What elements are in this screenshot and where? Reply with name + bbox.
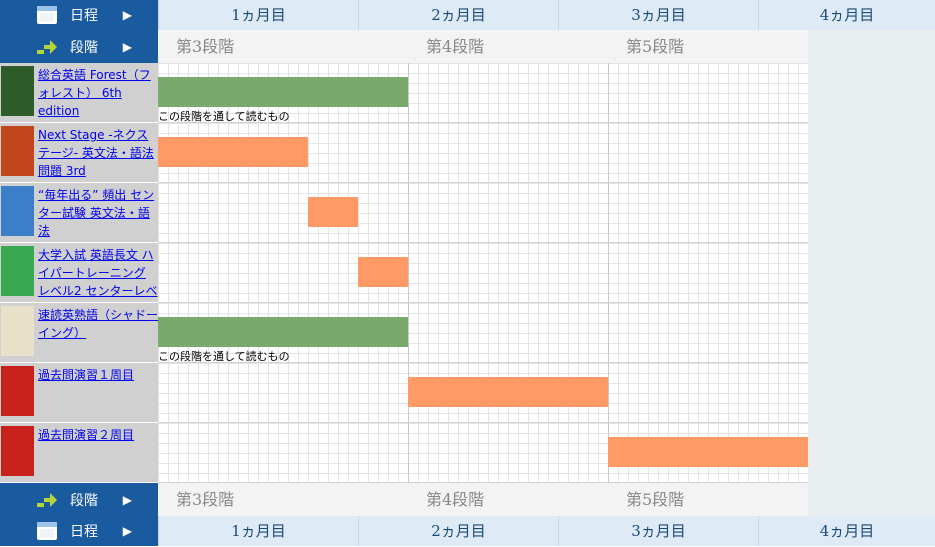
row-line: [158, 302, 808, 303]
header-label: 日程: [70, 8, 98, 24]
stage-label: 第4段階: [426, 37, 485, 56]
row-line: [158, 122, 808, 123]
header-label: 段階: [70, 492, 98, 509]
book-cell: “毎年出る” 頻出 センター試験 英文法・語法: [0, 183, 158, 243]
row-line: [158, 362, 808, 363]
book-title[interactable]: 総合英語 Forest（フォレスト） 6th edition: [38, 68, 151, 118]
month-label: 4ヵ月目: [758, 0, 935, 30]
stage-header: 段階 ▶: [0, 483, 158, 516]
schedule-bar: [608, 437, 808, 467]
schedule-bar: [408, 377, 608, 407]
schedule-bar: [158, 77, 408, 107]
schedule-header: 日程 ▶: [0, 516, 158, 546]
month-label: 3ヵ月目: [558, 516, 758, 546]
month-label: 1ヵ月目: [158, 0, 358, 30]
book-cover: [1, 426, 34, 476]
month-label: 2ヵ月目: [358, 516, 558, 546]
book-cover: [1, 66, 34, 116]
date-row: [158, 516, 935, 546]
row-line: [158, 422, 808, 423]
book-title[interactable]: Next Stage -ネクステージ- 英文法・語法問題 3rd: [38, 128, 154, 178]
header-label: 日程: [70, 524, 98, 540]
schedule-bar: [158, 137, 308, 167]
stage-header: 段階 ▶: [0, 30, 158, 63]
toggle-arrow[interactable]: ▶: [122, 524, 132, 538]
schedule-bar: [308, 197, 358, 227]
row-line: [158, 482, 808, 483]
row-line: [158, 182, 808, 183]
book-cell: Next Stage -ネクステージ- 英文法・語法問題 3rd: [0, 123, 158, 183]
month-label: 3ヵ月目: [558, 0, 758, 30]
book-title[interactable]: 過去問演習１周目: [38, 368, 135, 382]
stage-label: 第3段階: [176, 37, 235, 56]
book-cover: [1, 366, 34, 416]
grid: [158, 63, 808, 483]
bar-note: この段階を通して読むもの: [158, 350, 290, 363]
book-title[interactable]: 大学入試 英語長文 ハイパートレーニング レベル2 センターレベ: [38, 248, 158, 298]
book-cell: 大学入試 英語長文 ハイパートレーニング レベル2 センターレベ: [0, 243, 158, 303]
schedule-bar: [158, 317, 408, 347]
stage-divider: [408, 63, 409, 483]
blank-area: [808, 30, 935, 516]
schedule-bar: [358, 257, 408, 287]
month-label: 4ヵ月目: [758, 516, 935, 546]
calendar-icon: [37, 522, 57, 540]
schedule-header: 日程 ▶: [0, 0, 158, 30]
book-title[interactable]: 速読英熟語（シャドーイング）: [38, 308, 158, 340]
stage-divider: [608, 63, 609, 483]
stage-label: 第4段階: [426, 490, 485, 509]
book-cell: 速読英熟語（シャドーイング）: [0, 303, 158, 363]
stage-label: 第5段階: [626, 490, 685, 509]
stage-row: [158, 30, 808, 63]
bar-note: この段階を通して読むもの: [158, 110, 290, 123]
toggle-arrow[interactable]: ▶: [122, 8, 132, 22]
month-label: 1ヵ月目: [158, 516, 358, 546]
date-row: [158, 0, 935, 30]
book-cover: [1, 126, 34, 176]
header-label: 段階: [70, 39, 98, 56]
book-cell: 総合英語 Forest（フォレスト） 6th edition: [0, 63, 158, 123]
toggle-arrow[interactable]: ▶: [122, 39, 132, 54]
book-cover: [1, 186, 34, 236]
book-cover: [1, 306, 34, 356]
arrow-icon: [37, 39, 57, 54]
row-line: [158, 242, 808, 243]
book-cell: 過去問演習２周目: [0, 423, 158, 483]
calendar-icon: [37, 6, 57, 24]
book-cell: 過去問演習１周目: [0, 363, 158, 423]
stage-label: 第3段階: [176, 490, 235, 509]
book-cover: [1, 246, 34, 296]
stage-row: [158, 483, 808, 516]
toggle-arrow[interactable]: ▶: [122, 492, 132, 507]
arrow-icon: [37, 492, 57, 507]
stage-label: 第5段階: [626, 37, 685, 56]
book-title[interactable]: “毎年出る” 頻出 センター試験 英文法・語法: [38, 188, 155, 238]
month-label: 2ヵ月目: [358, 0, 558, 30]
book-title[interactable]: 過去問演習２周目: [38, 428, 135, 442]
